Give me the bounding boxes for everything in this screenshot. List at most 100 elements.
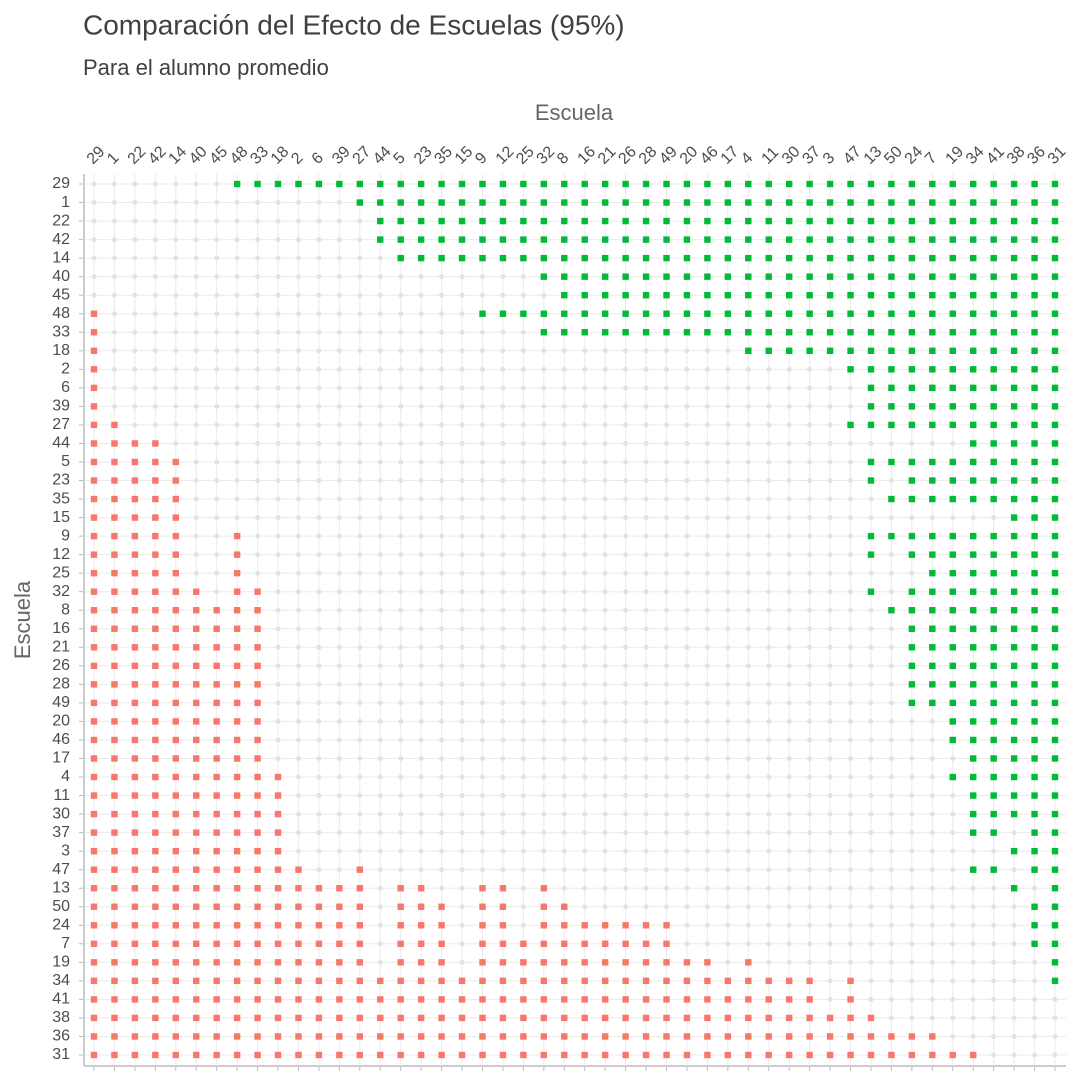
cell-dot [684,774,690,780]
cell-dot [439,311,445,317]
cell [336,885,343,892]
cell [233,866,241,873]
cell [581,199,588,206]
cell-dot [459,329,465,335]
cell [990,180,997,188]
cell [111,495,118,503]
cell [479,1033,486,1040]
cell-dot [602,348,608,354]
cell-dot [561,793,567,799]
cell [479,940,486,948]
cell [704,1014,711,1022]
cell-dot [643,626,649,632]
cell-dot [827,459,833,465]
cell-dot [623,848,629,854]
cell [377,1033,384,1040]
cell-dot [909,1015,915,1021]
cell [315,1051,323,1059]
cell [233,792,241,799]
cell-dot [439,644,445,650]
cell [274,829,282,836]
cell [540,1014,548,1022]
cell [642,1051,650,1059]
cell-dot [377,329,383,335]
cell [233,644,241,651]
cell-dot [541,867,547,873]
cell-dot [684,589,690,595]
cell [111,569,118,577]
cell-dot [1011,1033,1017,1039]
cell [540,329,548,336]
cell [213,1014,220,1022]
cell [336,996,343,1003]
cell-dot [602,755,608,761]
cell-dot [214,218,220,224]
cell [111,681,118,688]
cell [274,810,282,818]
cell-dot [561,552,567,558]
cell-dot [479,385,485,391]
cell-dot [295,200,301,206]
cell-dot [418,459,424,465]
cell-dot [459,922,465,928]
cell-dot [439,329,445,335]
cell-dot [643,681,649,687]
cell-dot [807,885,813,891]
cell-dot [336,329,342,335]
cell [683,329,691,336]
cell-dot [520,292,526,298]
cell [908,625,916,632]
cell-dot [316,496,322,502]
cell [970,254,977,262]
cell [295,996,302,1003]
cell-dot [827,663,833,669]
cell-dot [909,848,915,854]
cell [1010,458,1018,466]
cell [1010,681,1018,688]
cell-dot [664,811,670,817]
cell-dot [623,830,629,836]
cell-dot [295,292,301,298]
cell-dot [848,700,854,706]
cell-dot [459,737,465,743]
cell-dot [827,515,833,521]
cell [1031,644,1038,651]
cell-dot [214,348,220,354]
cell-dot [602,904,608,910]
cell [172,885,179,892]
cell [826,236,834,243]
cell-dot [725,941,731,947]
cell [888,310,895,317]
cell-dot [745,774,751,780]
cell [970,551,977,558]
cell-dot [786,626,792,632]
cell-dot [275,718,281,724]
cell-dot [704,422,710,428]
cell-dot [970,904,976,910]
cell [1051,236,1059,243]
cell-dot [316,552,322,558]
cell [847,1051,854,1059]
cell-dot [439,774,445,780]
cell [908,681,916,688]
y-tick-label: 37 [52,824,70,841]
cell [970,607,977,614]
cell-dot [868,718,874,724]
cell [1051,514,1059,521]
cell [847,996,854,1003]
cell-dot [827,589,833,595]
cell [867,384,875,392]
cell [908,329,916,336]
cell-dot [275,422,281,428]
cell [131,810,139,818]
cell-dot [500,552,506,558]
cell-dot [255,533,261,539]
cell-dot [398,830,404,836]
cell [499,180,507,188]
cell-dot [1011,1015,1017,1021]
cell [172,477,179,484]
cell [929,1051,936,1059]
cell [193,755,200,762]
cell [540,977,548,985]
cell-dot [704,811,710,817]
